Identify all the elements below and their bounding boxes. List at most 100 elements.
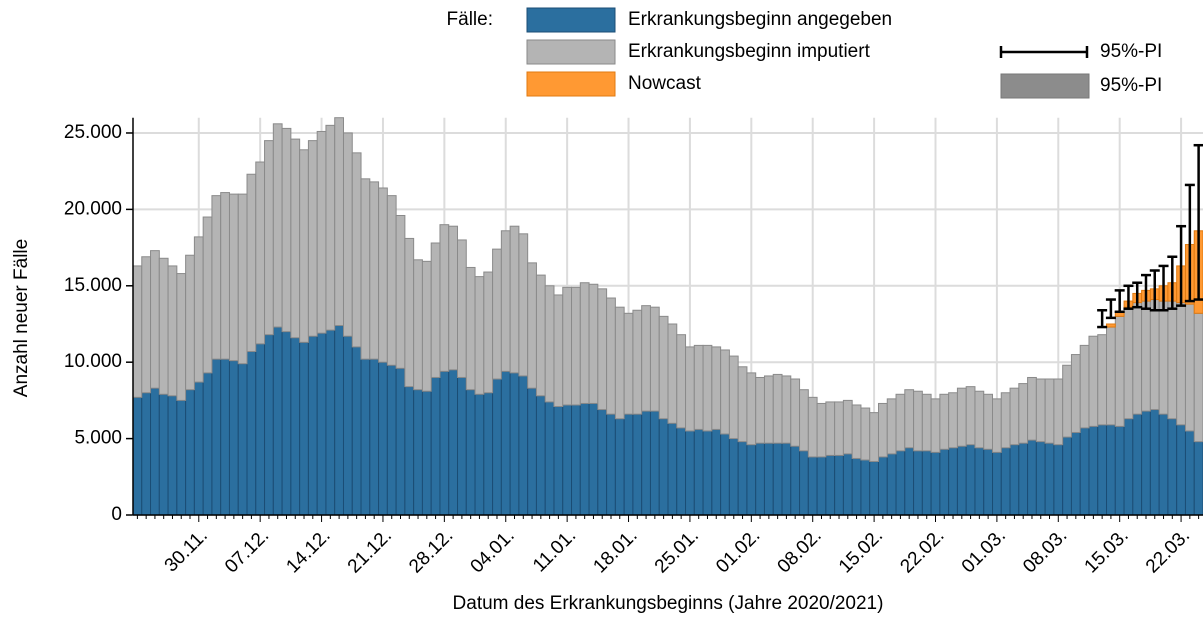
y-tick-label: 10.000 [64, 351, 122, 372]
bar-segment [281, 127, 292, 333]
bar-segment [369, 358, 380, 516]
bar-segment [834, 454, 844, 516]
bar-segment [1114, 315, 1125, 427]
bar-segment [185, 254, 195, 391]
bar-segment [1176, 424, 1186, 516]
bar-segment [930, 451, 941, 516]
bar-segment [439, 224, 450, 372]
bar-segment [904, 447, 915, 516]
legend-swatch [526, 7, 616, 33]
bar-segment [956, 445, 967, 516]
bar-segment [483, 271, 494, 394]
bar-segment [132, 396, 143, 516]
bar-segment [755, 376, 765, 444]
bar-segment [799, 389, 809, 452]
bar-segment [1079, 427, 1090, 516]
bar-segment [1035, 378, 1046, 443]
bar-segment [360, 358, 371, 516]
x-tick-label: 07.12. [221, 525, 273, 577]
x-tick-label: 14.12. [282, 525, 334, 577]
bar-segment [518, 233, 529, 377]
bar-segment [202, 372, 213, 516]
bar-segment [860, 407, 871, 461]
x-tick-label: 04.01. [467, 525, 519, 577]
x-axis-label: Datum des Erkrankungsbeginns (Jahre 2020… [453, 593, 884, 614]
bar-segment [1070, 431, 1081, 516]
bar-segment [632, 413, 643, 516]
bar-segment [281, 331, 292, 516]
bar-segment [790, 378, 801, 447]
bar-segment [571, 404, 581, 516]
x-tick-label: 28.12. [405, 525, 457, 577]
bar-segment [272, 123, 283, 328]
bar-segment [851, 457, 862, 516]
error-bar [1167, 255, 1178, 310]
bar-segment [237, 363, 248, 516]
bar-segment [1053, 378, 1064, 446]
bar-segment [763, 442, 774, 516]
x-tick-label: 22.02. [896, 525, 948, 577]
bar-segment [956, 387, 967, 447]
bar-segment [1035, 441, 1046, 516]
bar-segment [728, 355, 739, 440]
bar-segment [334, 117, 344, 327]
bar-segment [886, 398, 897, 455]
bar-segment [421, 260, 432, 392]
bar-segment [132, 265, 143, 398]
bar-segment [562, 404, 573, 516]
error-bar [1140, 273, 1151, 310]
bar-segment [781, 375, 792, 444]
bar-segment [693, 344, 704, 430]
bar-segment [606, 413, 616, 516]
y-tick-label: 0 [111, 504, 122, 525]
bar-segment [141, 256, 152, 394]
bar-segment [842, 399, 853, 455]
error-bar [1176, 224, 1187, 307]
bar-segment [509, 225, 520, 374]
bar-segment [1193, 312, 1203, 443]
bar-segment [720, 433, 730, 516]
bar-segment [1158, 413, 1169, 516]
bar-segment [483, 392, 494, 516]
bar-segment [895, 393, 906, 452]
bar-segment [746, 372, 757, 446]
bar-segment [877, 402, 888, 458]
bar-segment [474, 276, 485, 395]
error-bar [1132, 281, 1143, 309]
legend-label: Nowcast [628, 73, 702, 94]
bar-segment [685, 430, 695, 516]
bar-segment [737, 441, 748, 516]
bar-segment [325, 124, 336, 331]
bar-segment [535, 274, 546, 397]
bar-segment [781, 442, 792, 516]
bar-segment [746, 444, 757, 516]
bar-segment [211, 358, 222, 516]
bar-segment [939, 448, 950, 516]
bar-segment [448, 369, 459, 516]
error-bar [1193, 143, 1203, 301]
bar-segment [386, 364, 397, 516]
bar-segment [527, 262, 537, 389]
bar-segment [378, 361, 388, 516]
bar-segment [378, 187, 388, 363]
bar-segment [939, 393, 950, 450]
bar-segment [202, 216, 213, 374]
bar-segment [553, 406, 564, 516]
bar-segment [877, 456, 888, 516]
bar-segment [264, 140, 274, 336]
bar-segment [299, 149, 309, 343]
bar-segment [1106, 323, 1116, 328]
bar-segment [1141, 300, 1151, 412]
bar-segment [193, 381, 204, 516]
bar-segment [1184, 303, 1195, 432]
bar-segment [676, 427, 687, 516]
bar-segment [316, 332, 327, 516]
bar-segment [448, 225, 459, 371]
bar-segment [571, 286, 581, 406]
error-bar [1105, 298, 1116, 320]
bar-segment [404, 237, 415, 388]
bar-segment [342, 335, 353, 516]
bar-segment [1176, 302, 1186, 426]
bar-segment [667, 422, 678, 516]
bar-segment [553, 294, 564, 408]
